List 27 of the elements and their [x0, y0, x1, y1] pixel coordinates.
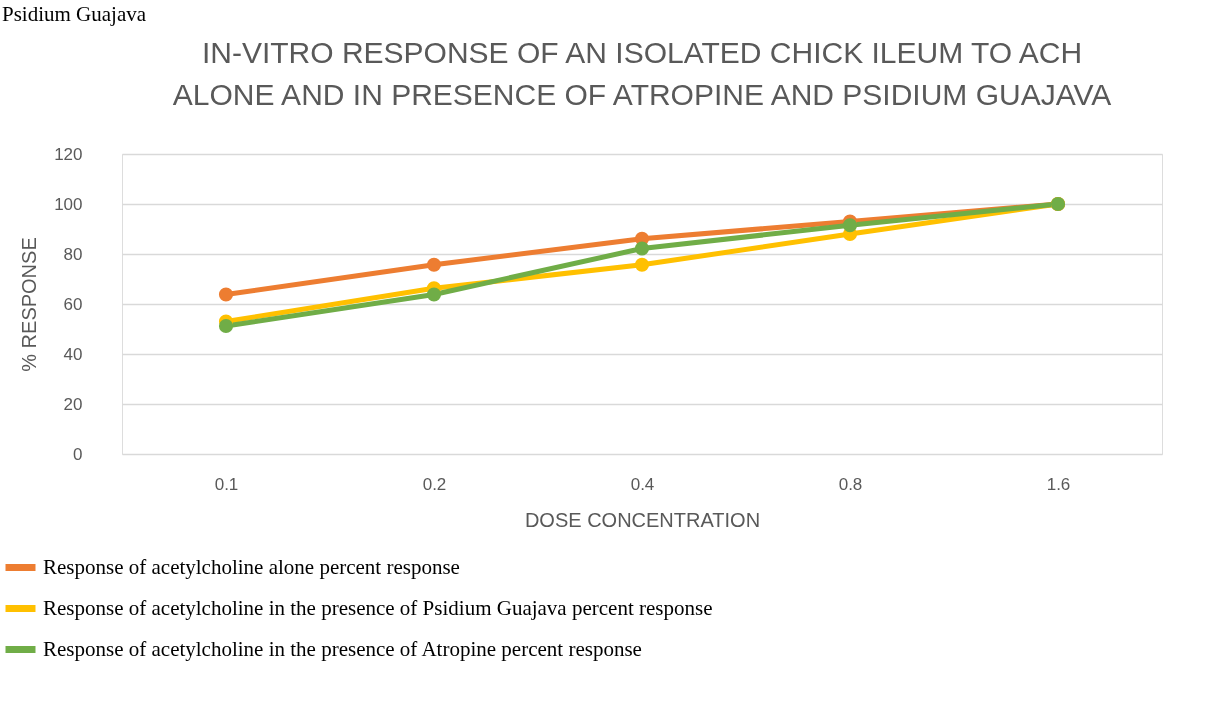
- point: [634, 257, 650, 272]
- text: ALONE AND IN PRESENCE OF ATROPINE AND PSIDIUM GUAJAVA: [172, 78, 1112, 111]
- x-tick-label: 0.4: [630, 474, 655, 494]
- point: [426, 257, 442, 272]
- legend-label: Response of acetylcholine in the presence of Atropine percent response: [43, 636, 642, 661]
- y-tick-label: 0: [73, 444, 83, 464]
- x-tick-label: 0.2: [422, 474, 447, 494]
- point: [218, 287, 234, 302]
- point: [426, 287, 442, 302]
- legend-label: Response of acetylcholine alone percent response: [43, 554, 460, 579]
- point: [634, 241, 650, 256]
- y-tick-label: 80: [63, 244, 83, 264]
- x-tick-label: 1.6: [1046, 474, 1071, 494]
- y-tick-label: 60: [63, 294, 83, 314]
- y-tick-label: 100: [54, 194, 83, 214]
- point: [218, 318, 234, 334]
- text: IN-VITRO RESPONSE OF AN ISOLATED CHICK ILEUM TO ACH: [201, 36, 1083, 69]
- y-axis-title: % RESPONSE: [18, 237, 41, 372]
- x-axis-title: DOSE CONCENTRATION: [524, 508, 761, 531]
- x-tick-label: 0.8: [838, 474, 863, 494]
- y-tick-label: 20: [63, 394, 83, 414]
- point: [842, 218, 858, 233]
- y-tick-label: 120: [54, 144, 83, 164]
- x-tick-label: 0.1: [214, 474, 239, 494]
- y-tick-label: 40: [63, 344, 83, 364]
- legend-label: Response of acetylcholine in the presence of Psidium Guajava percent response: [43, 595, 713, 620]
- text: Psidium Guajava: [2, 2, 147, 26]
